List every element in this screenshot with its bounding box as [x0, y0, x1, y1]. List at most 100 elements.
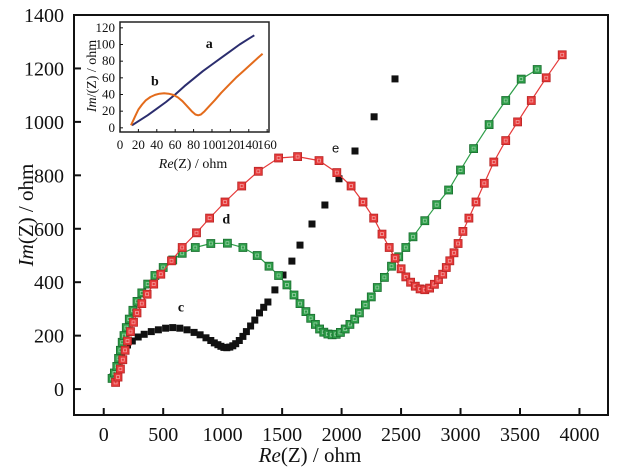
series-c-point	[128, 337, 136, 345]
series-d-point	[295, 299, 305, 309]
series-d-point-inner	[352, 317, 357, 322]
series-c-point	[210, 339, 218, 347]
inset-y-tick-label: 120	[96, 20, 116, 35]
series-d-point	[264, 261, 274, 271]
series-e-point	[377, 229, 387, 239]
series-d-point-inner	[363, 302, 368, 307]
inset-y-tick-label: 20	[102, 103, 115, 118]
series-e-point	[526, 96, 536, 105]
series-d-point-inner	[343, 327, 348, 331]
series-e-point	[449, 248, 459, 258]
series-e-point	[513, 117, 522, 127]
series-e-point	[126, 327, 135, 337]
series-d-point	[387, 261, 396, 271]
series-e-point	[489, 157, 499, 167]
main-x-ticks: 0 500 1000 1500 2000 2500 3000 3500 4000	[99, 408, 599, 446]
series-e-point-inner	[440, 272, 445, 277]
series-e-point-inner	[544, 75, 549, 80]
series-d-point	[206, 239, 216, 248]
series-d-point	[501, 96, 511, 105]
series-e-point	[274, 153, 284, 163]
series-a-label: a	[206, 37, 213, 52]
series-d-point-inner	[382, 275, 387, 280]
series-e-point-inner	[180, 245, 185, 250]
series-d-point	[306, 313, 316, 323]
series-d-point	[340, 324, 350, 334]
series-e-point-inner	[131, 320, 136, 325]
series-d-point-inner	[471, 146, 476, 151]
inset-x-tick-label: 0	[117, 137, 124, 152]
series-c-point	[140, 330, 148, 338]
series-c-point	[288, 257, 296, 265]
series-c-point	[134, 333, 142, 341]
series-d-point-inner	[255, 253, 260, 258]
series-d-point	[469, 144, 479, 154]
series-d-point	[484, 120, 494, 129]
series-e-point-inner	[447, 258, 452, 263]
series-e-point-inner	[120, 357, 125, 362]
series-e-point-inner	[116, 375, 120, 380]
main-x-tick-label: 1000	[203, 424, 243, 446]
series-c-point	[321, 201, 329, 209]
series-e-point-inner	[239, 184, 244, 188]
series-e-point-inner	[474, 200, 478, 204]
series-c-label: c	[178, 301, 184, 316]
series-e-label: e	[332, 141, 339, 156]
series-c-point	[232, 340, 240, 348]
main-y-ticks: 0 200 400 600 800 1000 1200 1400	[24, 5, 81, 401]
series-e-point	[132, 308, 142, 318]
series-d-point-inner	[487, 122, 492, 127]
series-c-point	[147, 328, 155, 336]
series-e-point	[129, 317, 138, 327]
series-d-point	[516, 74, 526, 84]
series-e-point	[220, 197, 230, 207]
series-c-point	[183, 326, 191, 334]
series-d-point-inner	[303, 309, 308, 314]
series-d-point	[222, 238, 232, 248]
series-e-point	[120, 345, 130, 355]
main-x-tick-label: 2500	[381, 424, 421, 446]
series-e-point-inner	[207, 216, 212, 221]
series-d-point-inner	[458, 168, 463, 172]
series-e-point	[149, 279, 159, 289]
main-y-axis-title: Im(Z) / ohm	[14, 164, 38, 268]
series-d-point-inner	[434, 202, 439, 207]
inset-x-tick-label: 60	[169, 137, 182, 152]
series-c-point	[202, 334, 210, 342]
inset-y-tick-label: 40	[102, 87, 115, 102]
series-e-point	[293, 152, 303, 162]
series-d-point-inner	[503, 98, 508, 103]
series-d-point-inner	[292, 293, 296, 297]
inset-x-tick-label: 20	[132, 137, 145, 152]
series-e-point	[237, 181, 247, 191]
series-e-point-inner	[456, 241, 461, 246]
series-d-point-inner	[284, 282, 289, 287]
series-d-point	[238, 243, 248, 252]
series-e-point	[346, 181, 356, 191]
series-e-point	[177, 243, 187, 252]
series-d-point-inner	[446, 188, 451, 192]
series-d-point-inner	[208, 241, 213, 246]
series-e-point	[471, 197, 481, 207]
series-a: a	[131, 34, 255, 127]
main-series: c d e	[107, 50, 567, 387]
series-d-point	[408, 232, 418, 242]
series-c-point	[296, 241, 304, 249]
series-e-point	[113, 372, 123, 382]
series-e-point-inner	[393, 256, 398, 261]
series-e-point-inner	[361, 200, 365, 204]
main-x-tick-label: 3500	[500, 424, 540, 446]
series-c-point	[256, 309, 263, 317]
series-e-point-inner	[118, 367, 123, 371]
series-c-point	[190, 328, 198, 336]
series-d-point-inner	[240, 245, 245, 250]
series-e-point-inner	[334, 170, 339, 175]
series-e-point-inner	[151, 282, 156, 287]
series-e-point	[369, 213, 379, 223]
inset-x-tick-label: 120	[221, 137, 241, 152]
series-d-point	[274, 271, 284, 280]
inset-x-tick-label: 160	[257, 137, 277, 152]
series-c-point	[308, 220, 316, 228]
